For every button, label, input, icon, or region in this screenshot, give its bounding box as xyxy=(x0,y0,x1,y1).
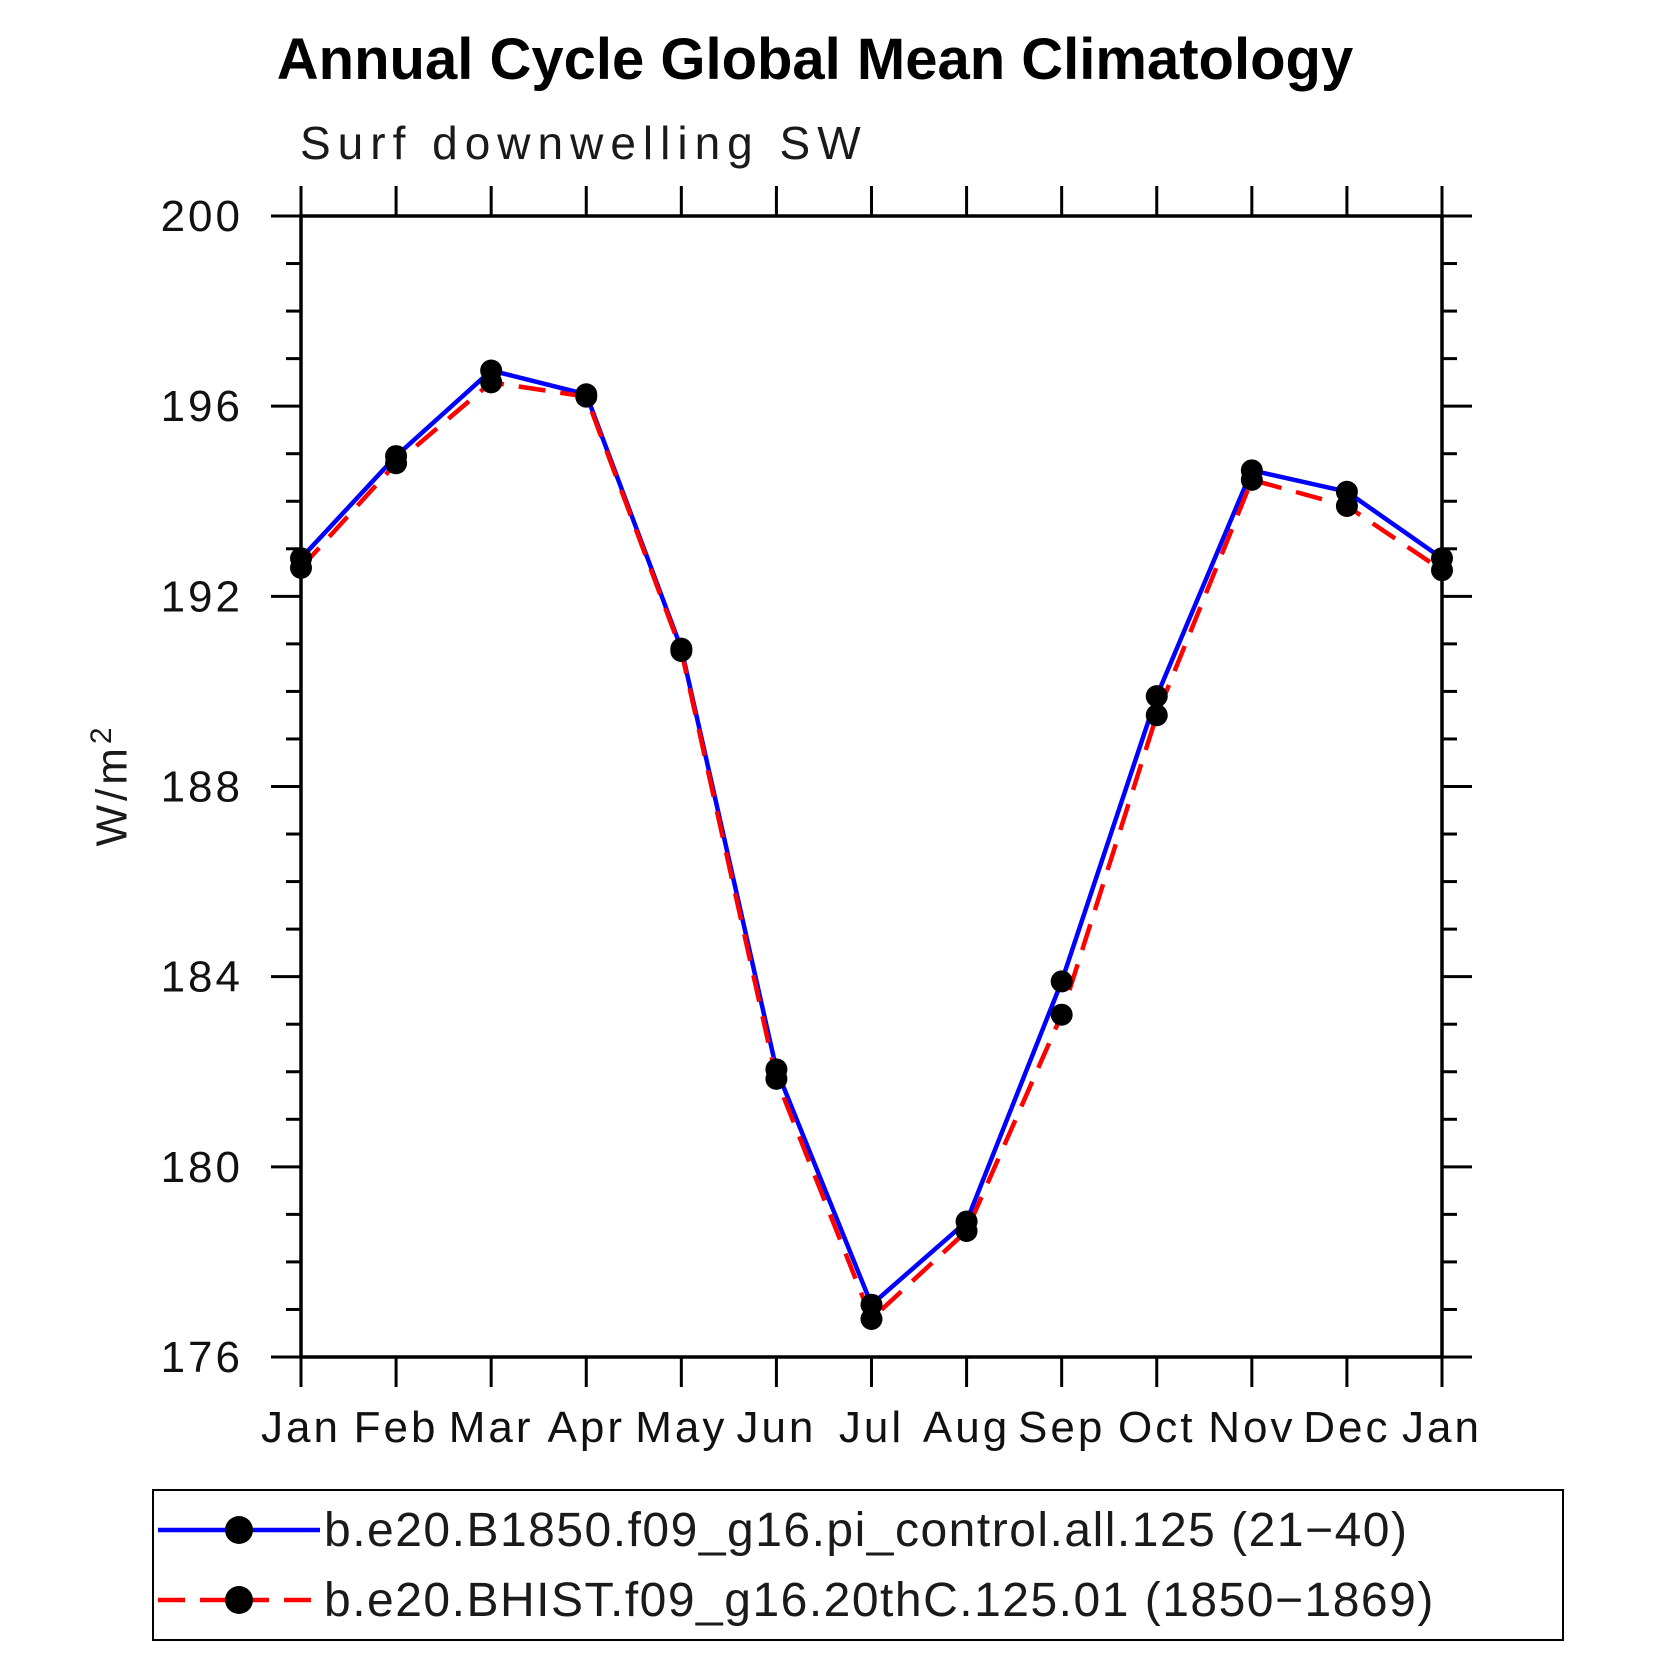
tick-label: Jan xyxy=(261,1403,341,1452)
data-point-marker xyxy=(955,1220,978,1243)
data-point-marker xyxy=(765,1067,788,1090)
data-point-marker xyxy=(860,1307,883,1330)
legend-marker xyxy=(225,1516,253,1544)
tick-label: Aug xyxy=(923,1403,1010,1452)
legend-line-sample-dashed xyxy=(158,1586,320,1614)
tick-label: 180 xyxy=(161,1143,243,1192)
legend-item-pi-control: b.e20.B1850.f09_g16.pi_control.all.125 (… xyxy=(154,1495,1562,1565)
legend-item-bhist: b.e20.BHIST.f09_g16.20thC.125.01 (1850−1… xyxy=(154,1565,1562,1635)
data-point-marker xyxy=(1335,495,1358,518)
legend-marker xyxy=(225,1586,253,1614)
legend-box: b.e20.B1850.f09_g16.pi_control.all.125 (… xyxy=(152,1489,1564,1641)
legend-line-sample-solid xyxy=(158,1516,320,1544)
page-title: Annual Cycle Global Mean Climatology xyxy=(276,27,1354,92)
tick-label: Nov xyxy=(1208,1403,1295,1452)
tick-label: Sep xyxy=(1018,1403,1105,1452)
tick-label: 184 xyxy=(161,953,243,1002)
tick-label: 176 xyxy=(161,1333,243,1382)
tick-label: 192 xyxy=(161,572,243,621)
data-point-marker xyxy=(1240,468,1263,491)
tick-label: Mar xyxy=(449,1403,534,1452)
tick-label: Oct xyxy=(1118,1403,1195,1452)
data-point-marker xyxy=(290,556,312,579)
data-point-marker xyxy=(1050,970,1073,993)
series-line-dashed xyxy=(299,380,1444,1323)
series-line-solid xyxy=(299,368,1444,1309)
legend-label: b.e20.BHIST.f09_g16.20thC.125.01 (1850−1… xyxy=(324,1573,1435,1627)
tick-label: Jan xyxy=(1402,1403,1482,1452)
tick-label: May xyxy=(635,1403,727,1452)
tick-label: Jun xyxy=(736,1403,816,1452)
data-point-marker xyxy=(1145,685,1168,708)
tick-label: Feb xyxy=(354,1403,439,1452)
data-point-marker xyxy=(1431,559,1453,582)
data-point-marker xyxy=(670,640,693,663)
tick-label: 200 xyxy=(161,192,243,241)
chart-subtitle: Surf downwelling SW xyxy=(300,117,868,169)
data-point-marker xyxy=(385,452,408,475)
data-point-marker xyxy=(480,371,503,394)
data-point-marker xyxy=(1145,704,1168,727)
tick-label: 188 xyxy=(161,763,243,812)
tick-label: Jul xyxy=(839,1403,904,1452)
data-point-marker xyxy=(1050,1003,1073,1026)
tick-label: Dec xyxy=(1303,1403,1390,1452)
legend-label: b.e20.B1850.f09_g16.pi_control.all.125 (… xyxy=(324,1503,1409,1557)
data-point-marker xyxy=(575,385,598,408)
tick-label: 196 xyxy=(161,382,243,431)
tick-label: Apr xyxy=(548,1403,625,1452)
